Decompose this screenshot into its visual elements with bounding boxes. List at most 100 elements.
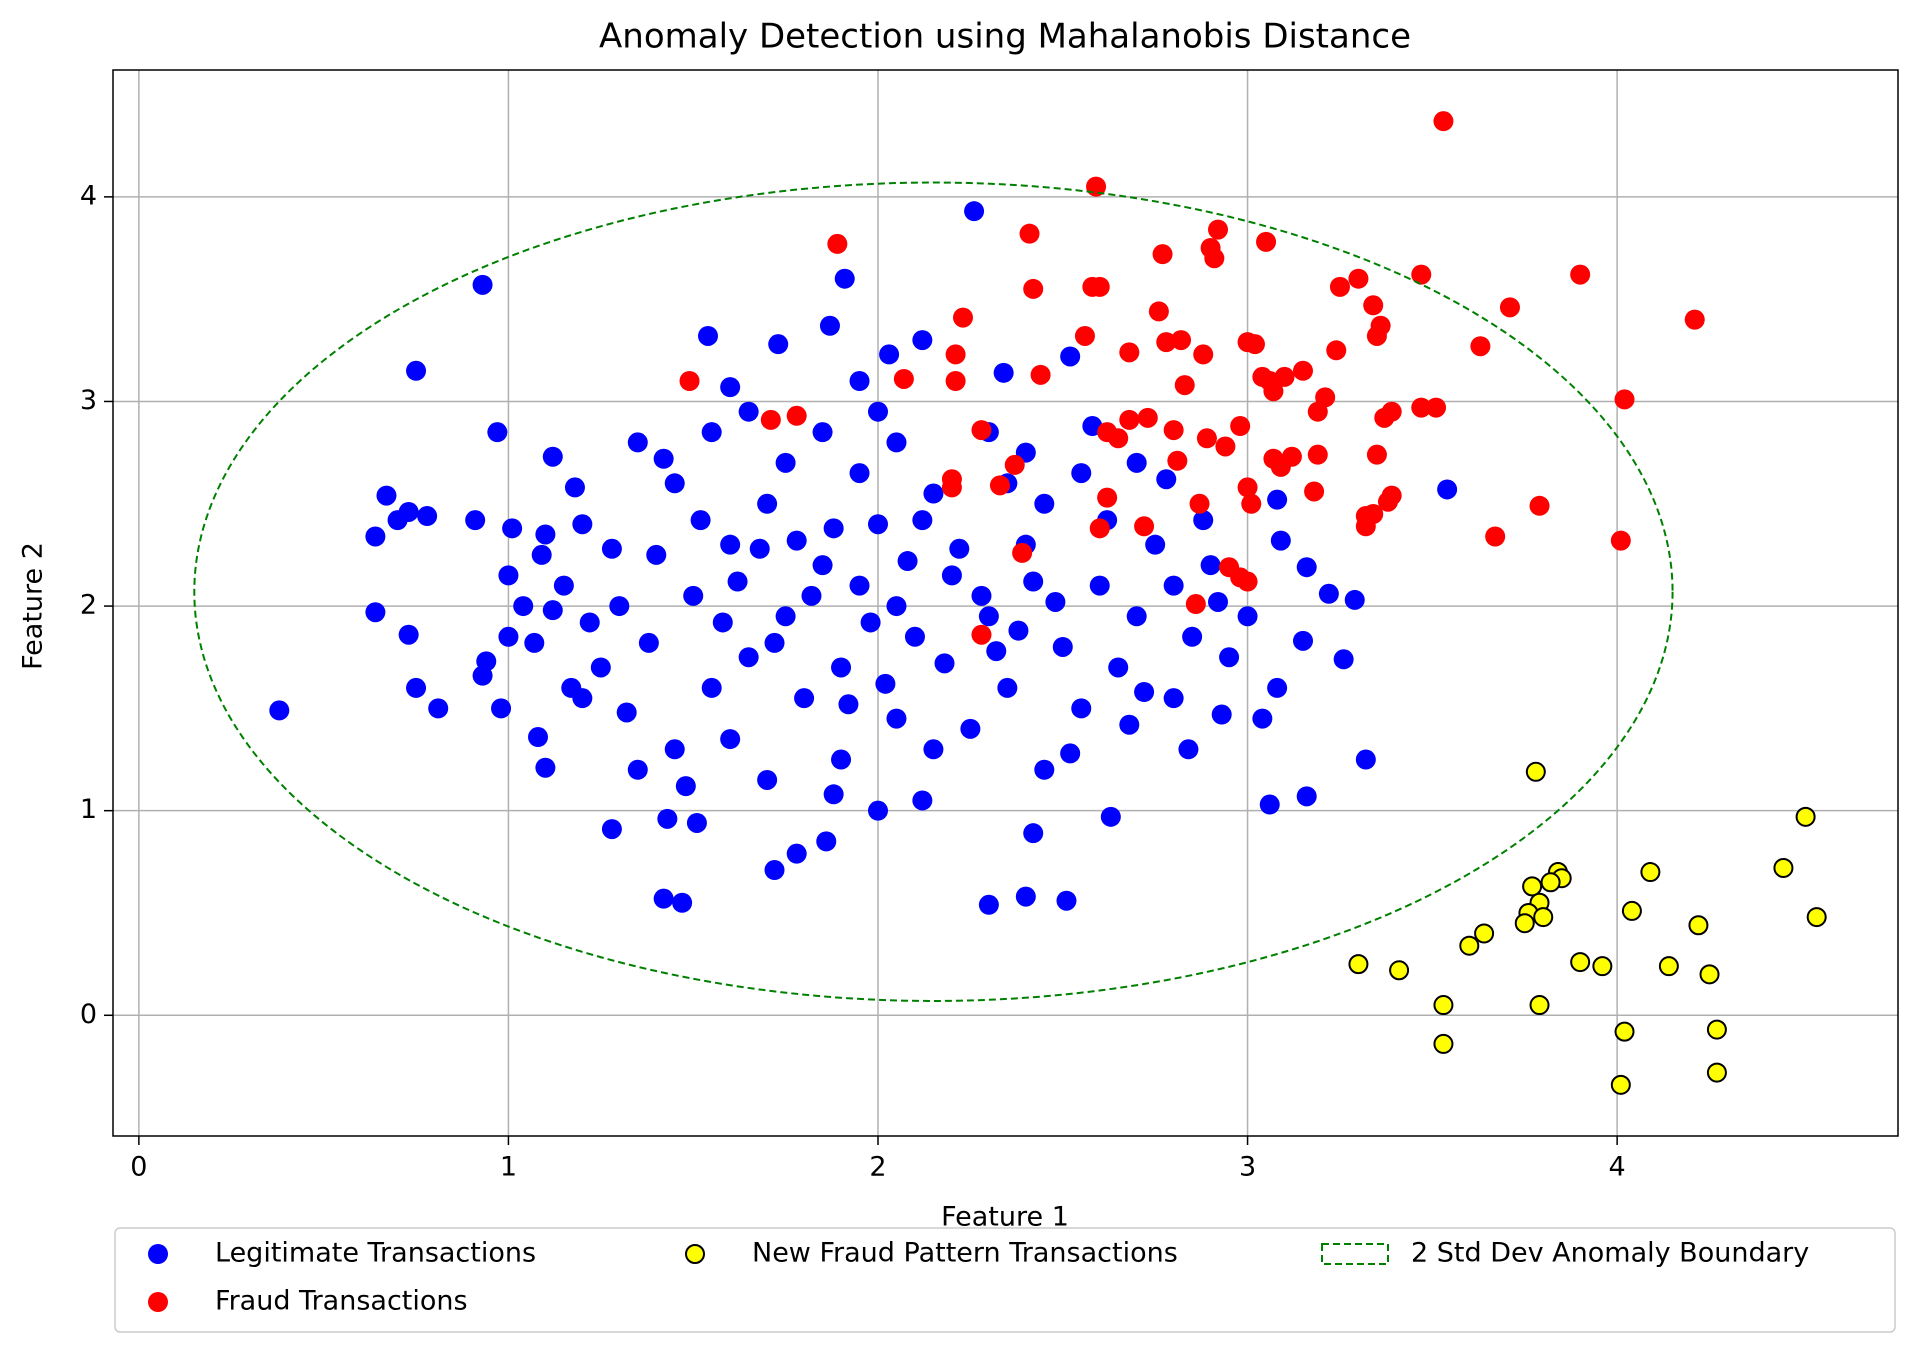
scatter-point: [849, 371, 870, 392]
scatter-point: [816, 831, 837, 852]
scatter-point: [1348, 954, 1369, 975]
scatter-point: [775, 606, 796, 627]
scatter-point: [868, 800, 888, 821]
scatter-point: [1433, 995, 1454, 1016]
scatter-point: [542, 446, 563, 467]
scatter-point: [945, 344, 966, 365]
scatter-point: [672, 892, 693, 913]
scatter-point: [764, 860, 785, 881]
scatter-point: [720, 377, 741, 398]
scatter-point: [653, 888, 674, 909]
scatter-point: [1119, 409, 1140, 430]
scatter-point: [886, 708, 907, 729]
scatter-point: [934, 653, 955, 674]
scatter-point: [897, 551, 918, 572]
scatter-point: [1119, 342, 1140, 363]
scatter-point: [1200, 555, 1221, 576]
scatter-point: [1806, 907, 1827, 928]
scatter-point: [823, 518, 844, 539]
scatter-point: [1012, 542, 1033, 563]
scatter-point: [945, 371, 966, 392]
scatter-point: [1156, 332, 1177, 353]
scatter-point: [978, 606, 999, 627]
scatter-point: [1318, 583, 1339, 604]
scatter-point: [1433, 1033, 1454, 1054]
plot-frame: [112, 69, 1899, 1137]
scatter-point: [1411, 264, 1432, 285]
scatter-point: [398, 624, 419, 645]
scatter-point: [1307, 444, 1328, 465]
scatter-point: [1293, 360, 1313, 381]
scatter-point: [1433, 111, 1454, 132]
scatter-point: [476, 651, 497, 672]
x-tick-label: 0: [130, 1152, 147, 1183]
scatter-point: [727, 571, 748, 592]
scatter-point: [1145, 534, 1166, 555]
scatter-point: [757, 493, 778, 514]
scatter-point: [786, 843, 807, 864]
scatter-point: [590, 657, 611, 678]
y-tick-label: 1: [80, 794, 97, 825]
scatter-point: [609, 596, 630, 617]
scatter-point: [838, 694, 859, 715]
scatter-point: [572, 514, 593, 535]
scatter-point: [860, 612, 881, 633]
scatter-point: [1137, 407, 1158, 428]
chart-title: Anomaly Detection using Mahalanobis Dist…: [599, 17, 1411, 57]
scatter-point: [686, 812, 707, 833]
scatter-point: [1108, 657, 1129, 678]
scatter-point: [801, 585, 822, 606]
scatter-point: [1366, 325, 1387, 346]
legend-box: [114, 1227, 1896, 1333]
scatter-point: [1570, 264, 1591, 285]
scatter-point: [664, 473, 685, 494]
scatter-point: [720, 534, 741, 555]
scatter-point: [491, 698, 512, 719]
scatter-point: [960, 718, 981, 739]
scatter-point: [524, 632, 545, 653]
scatter-point: [1426, 397, 1447, 418]
scatter-point: [1411, 397, 1432, 418]
scatter-point: [786, 405, 807, 426]
scatter-point: [1108, 428, 1129, 449]
scatter-point: [1296, 557, 1317, 578]
scatter-point: [720, 729, 741, 750]
scatter-point: [1034, 493, 1055, 514]
scatter-point: [1263, 448, 1284, 469]
scatter-point: [646, 544, 667, 565]
scatter-point: [1459, 935, 1480, 956]
scatter-point: [1163, 688, 1184, 709]
scatter-point: [406, 360, 427, 381]
scatter-point: [923, 739, 944, 760]
scatter-point: [1333, 649, 1354, 670]
scatter-point: [535, 757, 556, 778]
scatter-point: [675, 776, 696, 797]
scatter-point: [365, 602, 386, 623]
scatter-point: [1208, 219, 1228, 240]
scatter-point: [627, 759, 648, 780]
scatter-point: [812, 555, 833, 576]
scatter-point: [1008, 620, 1029, 641]
scatter-point: [1706, 1062, 1727, 1083]
scatter-point: [269, 700, 290, 721]
scatter-point: [1326, 340, 1347, 361]
scatter-point: [1614, 1021, 1635, 1042]
scatter-point: [1570, 952, 1591, 973]
scatter-point: [1281, 446, 1302, 467]
scatter-point: [831, 749, 852, 770]
scatter-point: [1126, 606, 1147, 627]
scatter-point: [886, 596, 907, 617]
scatter-point: [1474, 923, 1495, 944]
legend-marker: [148, 1244, 168, 1264]
scatter-point: [1529, 995, 1550, 1016]
scatter-point: [1030, 364, 1051, 385]
scatter-point: [638, 632, 659, 653]
scatter-point: [879, 344, 900, 365]
scatter-point: [1074, 325, 1095, 346]
x-tick-label: 3: [1239, 1152, 1256, 1183]
scatter-point: [542, 600, 563, 621]
scatter-point: [827, 233, 848, 254]
scatter-point: [1470, 336, 1491, 357]
scatter-point: [1189, 493, 1210, 514]
